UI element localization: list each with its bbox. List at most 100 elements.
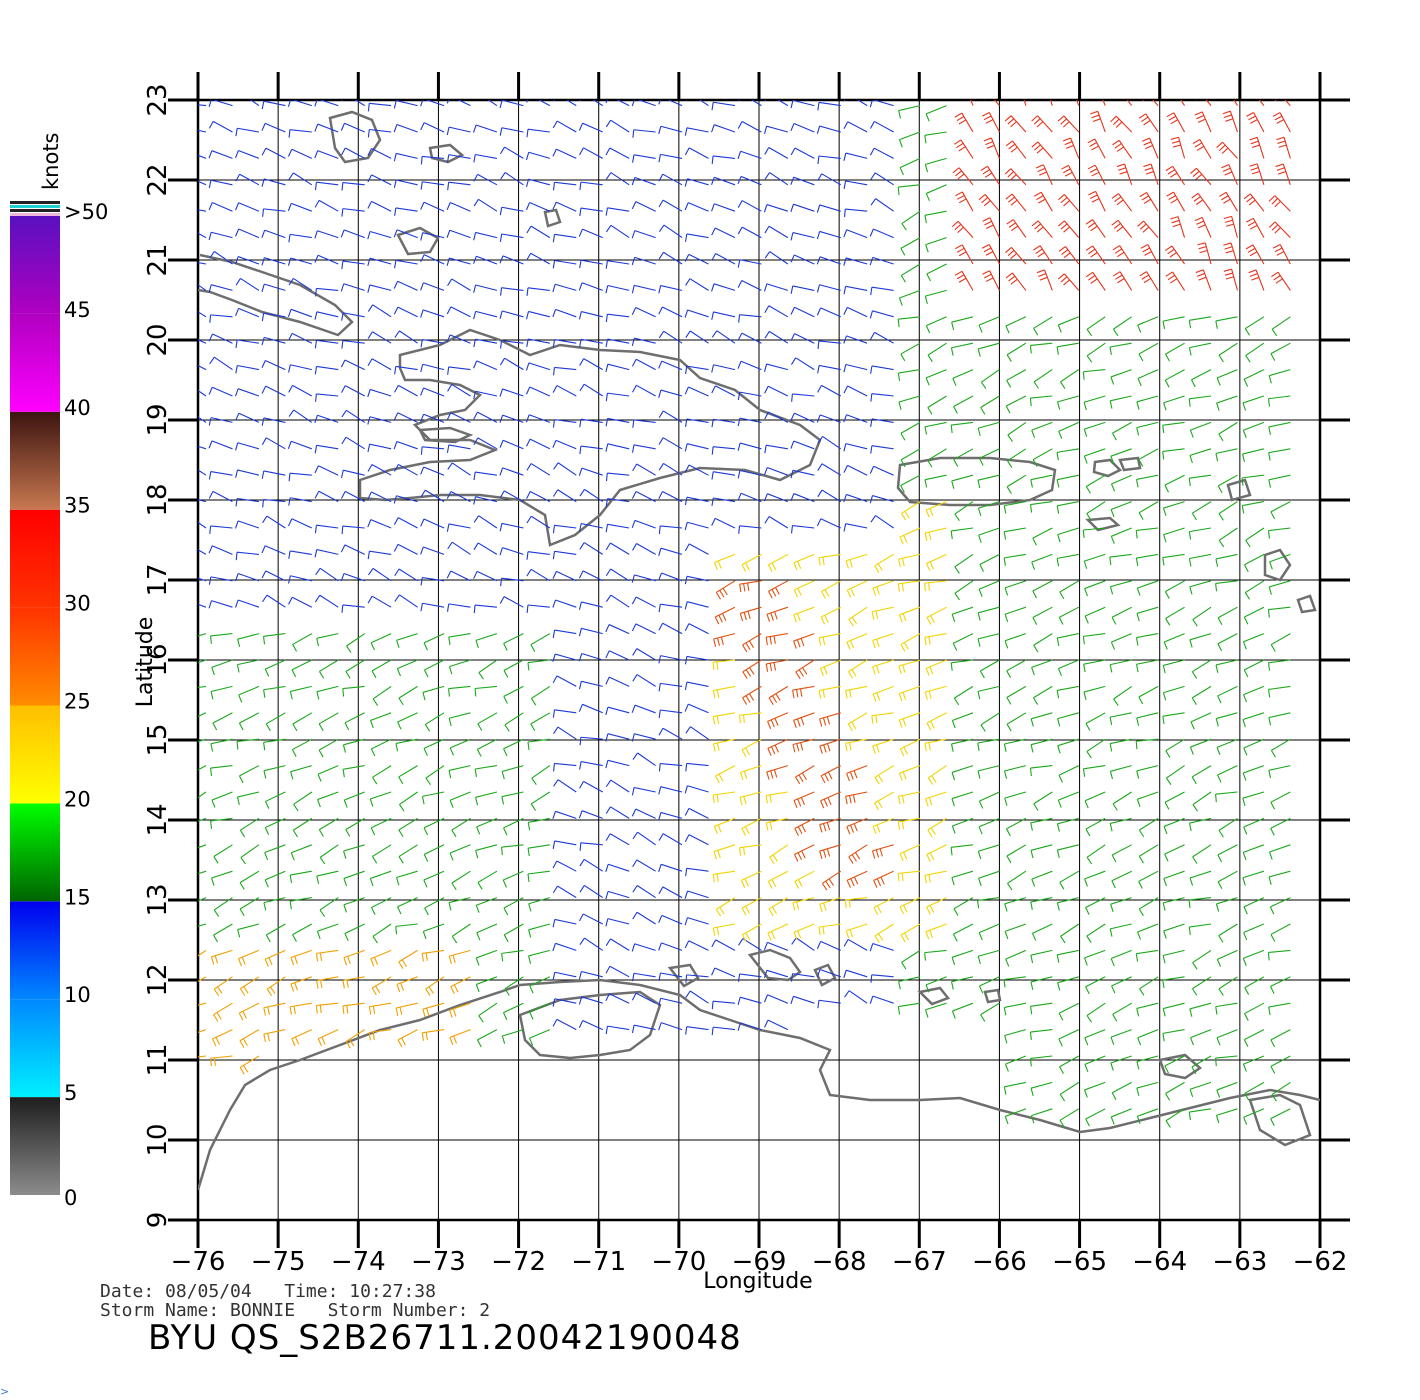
wind-barb bbox=[1249, 100, 1265, 106]
wind-barb bbox=[450, 976, 471, 995]
wind-barb bbox=[793, 580, 815, 598]
wind-barb bbox=[578, 570, 603, 582]
wind-barb bbox=[446, 334, 471, 344]
wind-barb bbox=[658, 942, 683, 951]
wind-barb bbox=[198, 603, 207, 608]
wind-barb bbox=[526, 310, 550, 320]
wind-barb bbox=[1138, 844, 1159, 864]
wind-barb bbox=[314, 123, 339, 133]
wind-barb bbox=[499, 439, 524, 450]
wind-barb bbox=[790, 100, 815, 109]
wind-barb bbox=[1164, 474, 1185, 493]
wind-barb bbox=[978, 194, 1000, 212]
wind-barb bbox=[978, 870, 1000, 887]
wind-barb bbox=[900, 263, 921, 283]
wind-barb bbox=[529, 976, 551, 994]
wind-barb bbox=[869, 310, 894, 319]
wind-barb bbox=[977, 738, 1000, 751]
wind-barb bbox=[447, 278, 471, 291]
wind-barb bbox=[526, 100, 551, 107]
coastline-great-inagua bbox=[328, 110, 382, 164]
wind-barb bbox=[1006, 712, 1027, 732]
wind-barb bbox=[578, 810, 603, 819]
wind-barb bbox=[1162, 421, 1185, 434]
x-tick-label: −64 bbox=[1132, 1247, 1187, 1277]
wind-barb bbox=[1084, 580, 1106, 597]
wind-barb bbox=[446, 603, 471, 612]
wind-barb bbox=[552, 860, 577, 872]
wind-barb bbox=[579, 338, 603, 348]
wind-barb bbox=[288, 575, 312, 584]
wind-barb bbox=[261, 359, 286, 371]
wind-barb bbox=[446, 229, 471, 239]
wind-barb bbox=[737, 279, 762, 291]
wind-barb bbox=[605, 1025, 630, 1035]
wind-barb bbox=[1191, 501, 1212, 521]
wind-barb bbox=[684, 147, 709, 159]
wind-barb bbox=[500, 844, 524, 856]
colorbar-bands bbox=[10, 216, 60, 1195]
wind-barb bbox=[1110, 897, 1132, 912]
wind-barb bbox=[763, 283, 789, 292]
wind-barb bbox=[764, 330, 789, 344]
wind-barb bbox=[1085, 817, 1106, 837]
wind-barb bbox=[927, 342, 947, 363]
wind-barb bbox=[314, 414, 339, 423]
wind-barb bbox=[422, 1002, 445, 1018]
wind-barb bbox=[1112, 271, 1133, 291]
wind-barb bbox=[448, 949, 471, 965]
wind-barb bbox=[900, 923, 921, 943]
wind-barb bbox=[210, 738, 233, 752]
wind-barb bbox=[901, 949, 921, 970]
wind-barb bbox=[1271, 271, 1291, 291]
wind-barb bbox=[288, 472, 312, 482]
wind-barb bbox=[290, 949, 312, 966]
wind-barb bbox=[553, 366, 577, 376]
wind-barb bbox=[530, 712, 551, 732]
wind-barb bbox=[1244, 316, 1265, 336]
wind-barb bbox=[394, 463, 418, 476]
wind-barb bbox=[979, 448, 1000, 466]
wind-barb bbox=[1005, 272, 1027, 291]
wind-barb bbox=[318, 817, 339, 837]
wind-barb bbox=[1033, 633, 1053, 653]
wind-barb bbox=[684, 464, 709, 476]
wind-barb bbox=[1191, 369, 1212, 388]
wind-barb bbox=[1029, 395, 1053, 407]
wind-barb bbox=[843, 363, 868, 373]
wind-barb bbox=[1170, 136, 1186, 159]
wind-barb bbox=[900, 237, 921, 256]
wind-barb bbox=[1270, 923, 1291, 942]
wind-barb bbox=[370, 949, 392, 967]
wind-barb bbox=[685, 330, 709, 344]
wind-barb bbox=[552, 918, 577, 928]
colorbar-band bbox=[10, 901, 60, 1000]
wind-barb bbox=[924, 210, 947, 224]
wind-barb bbox=[579, 259, 603, 269]
wind-barb bbox=[288, 172, 313, 186]
wind-barb bbox=[367, 491, 392, 503]
wind-barb bbox=[208, 179, 233, 189]
wind-barb bbox=[446, 100, 471, 107]
wind-barb bbox=[658, 762, 683, 772]
wind-barb bbox=[970, 100, 974, 106]
wind-barb bbox=[473, 437, 498, 450]
wind-barb bbox=[1057, 115, 1080, 133]
wind-barb bbox=[1003, 1002, 1026, 1016]
wind-barb bbox=[1029, 1002, 1053, 1015]
wind-barb bbox=[817, 155, 841, 164]
wind-barb bbox=[1162, 316, 1185, 330]
wind-barb bbox=[899, 157, 921, 176]
wind-barb bbox=[684, 418, 709, 427]
wind-barb bbox=[367, 388, 392, 398]
wind-barb bbox=[198, 311, 207, 318]
wind-barb bbox=[870, 445, 894, 454]
wind-barb bbox=[1136, 1081, 1159, 1096]
wind-barb bbox=[605, 759, 630, 769]
coastline-curacao bbox=[747, 948, 802, 982]
wind-barb bbox=[711, 517, 736, 529]
wind-barb bbox=[1113, 685, 1132, 706]
wind-barb bbox=[632, 463, 656, 476]
wind-barb bbox=[1110, 501, 1132, 518]
wind-barb bbox=[1004, 923, 1027, 940]
